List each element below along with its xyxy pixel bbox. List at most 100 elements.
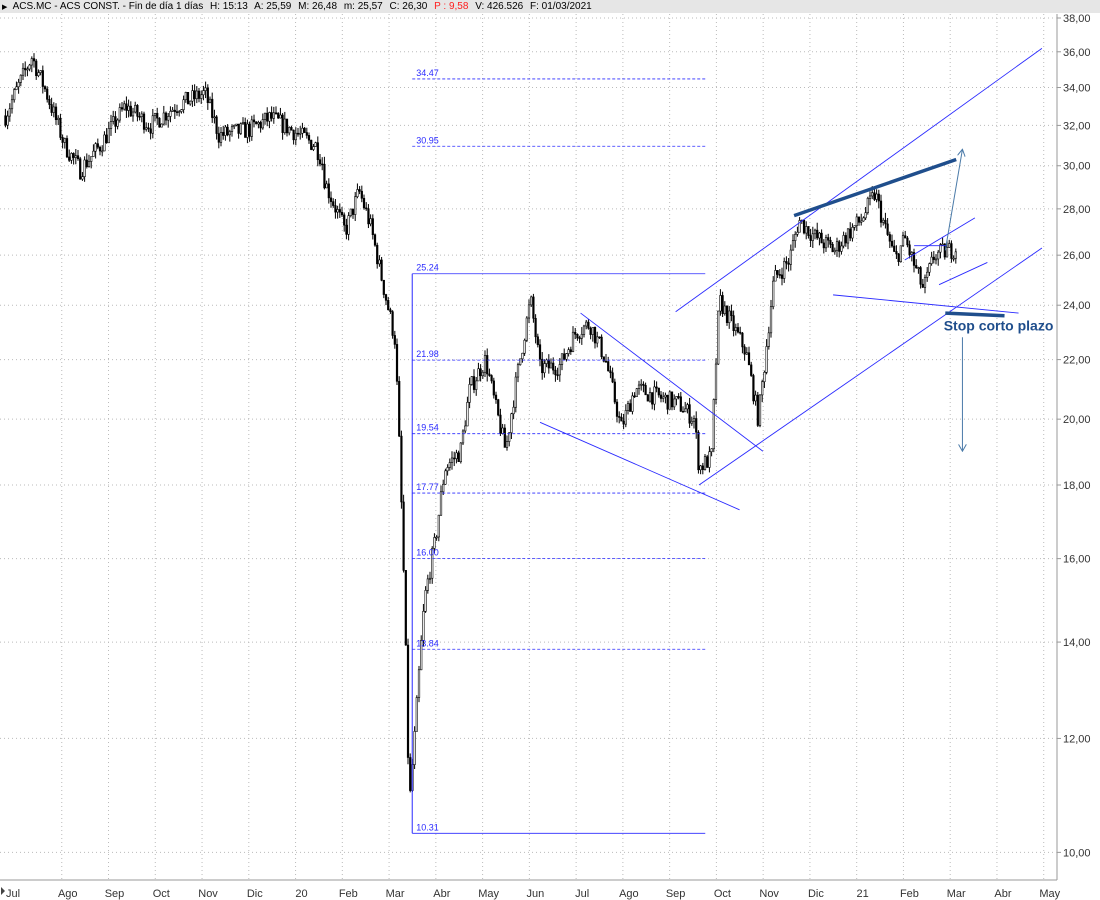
candle-body [761,381,764,396]
candle-body [879,200,883,223]
trendline [580,312,764,452]
candle-body [114,116,117,127]
candle-body [754,394,757,402]
candle-body [767,332,770,347]
candle-body [780,274,784,279]
candle-body [448,462,451,468]
candle-body [28,64,31,70]
candle-body [222,132,225,136]
candle-body [666,394,669,410]
candle-body [895,251,898,255]
candle-body [314,142,317,147]
candle-body [307,135,311,141]
x-tick-label: May [478,888,499,900]
candle-body [675,396,678,400]
candle-body [745,352,748,355]
candle-body [378,259,381,265]
candle-body [589,327,592,335]
candle-body [439,491,443,516]
candle-body [494,394,498,400]
candle-body [246,123,249,138]
candle-body [857,216,861,223]
candle-body [213,116,216,119]
candle-body [400,435,403,503]
candle-body [769,306,773,334]
candle-body [552,362,555,371]
candle-body [420,640,423,671]
candle-body [464,425,467,432]
date-label: F: 01/03/2021 [530,1,592,12]
candle-body [382,279,385,295]
y-tick-label: 38,00 [1063,13,1091,25]
candle-body [703,456,707,470]
candle-body [142,113,146,130]
candle-body [765,346,768,373]
x-tick-label: Jul [575,888,589,900]
candle-body [131,111,135,117]
candle-body [415,697,418,732]
trendline [698,247,1043,486]
candle-body [325,183,328,189]
candle-body [156,112,159,119]
candle-body [677,396,680,398]
candle-body [618,416,621,418]
candle-body [178,111,181,113]
candle-body [50,104,53,113]
candle-body [490,375,493,382]
candle-body [358,189,361,192]
candle-body [255,121,258,125]
candle-body [70,153,73,161]
candle-body [908,244,911,255]
candle-body [563,353,566,360]
candle-body [875,193,878,200]
candle-body [505,441,509,448]
candle-body [217,133,220,143]
trendline [938,262,988,286]
candle-body [725,305,729,323]
candle-body [428,577,432,580]
candle-body [926,271,929,278]
candle-body [180,109,183,112]
fibonacci-level-label: 17.77 [416,482,439,492]
candle-body [840,245,843,252]
candle-body [750,364,753,376]
candle-body [941,243,944,246]
candle-body [569,349,572,353]
candle-body [259,122,262,129]
candle-body [228,131,231,136]
close-label: C: 26,30 [389,1,428,12]
candle-body [94,143,97,152]
candle-body [413,731,416,765]
candle-body [728,310,731,323]
candle-body [778,274,781,276]
candle-body [233,125,236,128]
candle-body [321,163,324,166]
candle-body [877,193,880,202]
candle-body [26,68,29,71]
candle-body [406,644,410,758]
candle-body [171,109,174,112]
candle-body [81,176,84,180]
candle-body [215,116,218,134]
candle-body [844,235,847,244]
candle-body [523,339,526,354]
candle-body [24,67,27,71]
candle-body [270,112,273,119]
candle-body [939,244,942,253]
candle-body [285,118,289,134]
candle-body [673,398,676,408]
candle-body [336,209,339,213]
candle-body [129,105,132,117]
candle-body [571,331,575,353]
candle-body [516,364,520,378]
candle-body [536,336,539,346]
expand-arrow-icon[interactable]: ▶ [2,4,8,11]
candle-body [41,70,44,87]
candle-body [74,155,77,158]
candle-body [659,394,663,399]
scroll-left-icon[interactable] [1,887,5,895]
candle-body [624,410,627,425]
candle-body [492,380,495,396]
